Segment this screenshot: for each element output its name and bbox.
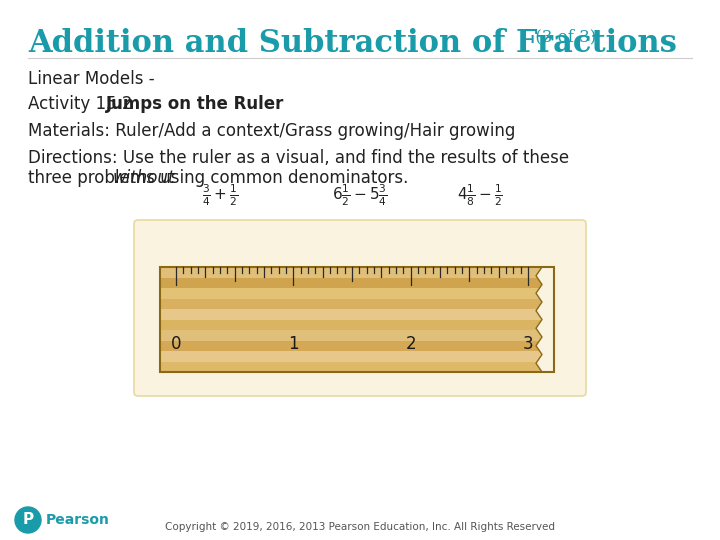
Bar: [160, 319, 554, 330]
Text: Jumps on the Ruler: Jumps on the Ruler: [106, 95, 284, 113]
Text: using common denominators.: using common denominators.: [155, 169, 408, 187]
Bar: [160, 267, 554, 372]
Text: 0: 0: [171, 335, 181, 353]
Bar: [160, 361, 554, 372]
Text: 1: 1: [288, 335, 299, 353]
Bar: [160, 350, 554, 361]
Bar: [160, 329, 554, 341]
Polygon shape: [536, 267, 556, 372]
Bar: [160, 287, 554, 299]
Text: Copyright © 2019, 2016, 2013 Pearson Education, Inc. All Rights Reserved: Copyright © 2019, 2016, 2013 Pearson Edu…: [165, 522, 555, 532]
Bar: [160, 267, 554, 278]
Text: Directions: Use the ruler as a visual, and find the results of these: Directions: Use the ruler as a visual, a…: [28, 149, 569, 167]
FancyBboxPatch shape: [134, 220, 586, 396]
Text: Addition and Subtraction of Fractions: Addition and Subtraction of Fractions: [28, 28, 677, 59]
Text: (3 of 3): (3 of 3): [530, 28, 596, 45]
Text: P: P: [22, 512, 34, 528]
Bar: [160, 298, 554, 309]
Text: three problems: three problems: [28, 169, 160, 187]
Text: $6\frac{1}{2} - 5\frac{3}{4}$: $6\frac{1}{2} - 5\frac{3}{4}$: [332, 182, 388, 208]
Bar: [160, 277, 554, 288]
Text: Materials: Ruler/Add a context/Grass growing/Hair growing: Materials: Ruler/Add a context/Grass gro…: [28, 122, 516, 140]
Text: 2: 2: [405, 335, 416, 353]
Text: Linear Models -: Linear Models -: [28, 70, 155, 88]
Text: Activity 15.2: Activity 15.2: [28, 95, 138, 113]
Bar: [160, 308, 554, 320]
Text: $\frac{3}{4} + \frac{1}{2}$: $\frac{3}{4} + \frac{1}{2}$: [202, 182, 238, 208]
Bar: [160, 340, 554, 351]
Text: $4\frac{1}{8} - \frac{1}{2}$: $4\frac{1}{8} - \frac{1}{2}$: [457, 182, 503, 208]
Text: 3: 3: [523, 335, 534, 353]
Circle shape: [15, 507, 41, 533]
Text: Pearson: Pearson: [46, 513, 110, 527]
Text: without: without: [113, 169, 176, 187]
